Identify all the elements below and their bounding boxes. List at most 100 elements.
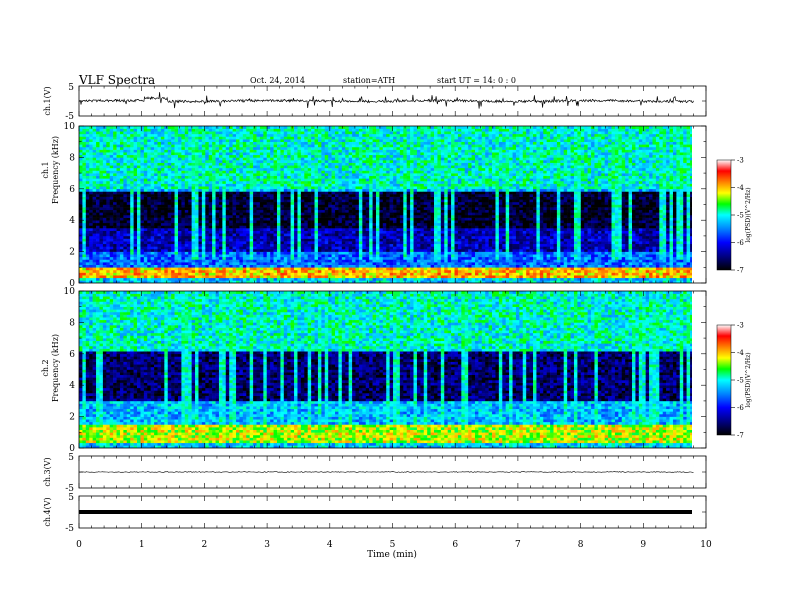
ch1-spec-cell bbox=[355, 225, 360, 229]
ch1-spec-cell bbox=[266, 162, 271, 166]
ch1-spec-cell bbox=[171, 217, 175, 221]
ch1-spec-cell bbox=[297, 277, 302, 281]
ch1-spec-cell bbox=[198, 183, 203, 187]
ch1-spec-cell bbox=[236, 133, 240, 137]
ch1-spec-cell bbox=[92, 214, 97, 218]
ch1-spec-cell bbox=[171, 256, 175, 260]
ch1-spec-cell bbox=[195, 217, 199, 221]
ch1-spec-cell bbox=[273, 141, 278, 145]
ch1-spec-cell bbox=[157, 241, 162, 245]
ch1-spec-cell bbox=[208, 162, 213, 166]
ch1-spec-cell bbox=[137, 173, 141, 177]
ch1-spec-cell bbox=[304, 220, 309, 224]
ch1-spec-cell bbox=[300, 222, 305, 226]
ch1-spec-cell bbox=[355, 201, 360, 205]
ch1-spec-cell bbox=[205, 243, 210, 247]
ch1-spec-cell bbox=[102, 180, 107, 184]
ch1-spec-cell bbox=[99, 199, 104, 203]
ch1-spec-cell bbox=[222, 230, 227, 234]
ch1-spec-cell bbox=[147, 212, 151, 216]
ch1-spec-cell bbox=[188, 254, 192, 258]
ch1-spec-cell bbox=[195, 128, 199, 132]
ch1-spec-cell bbox=[205, 233, 210, 237]
ch1-spec-cell bbox=[171, 141, 175, 145]
ch1-spec-cell bbox=[290, 277, 295, 281]
ch1-spec-cell bbox=[154, 157, 158, 161]
ch1-spec-cell bbox=[294, 233, 298, 237]
ch1-spec-cell bbox=[133, 180, 138, 184]
ch1-spec-cell bbox=[82, 254, 87, 258]
ch1-spec-cell bbox=[198, 272, 203, 276]
ch1-spec-cell bbox=[311, 214, 315, 218]
ch1-spec-cell bbox=[89, 191, 93, 195]
ch1-spec-cell bbox=[256, 178, 261, 182]
ch1-spec-cell bbox=[345, 167, 349, 171]
ch1-spec-cell bbox=[304, 194, 309, 197]
ch1-spec-cell bbox=[358, 214, 363, 218]
ch1-spec-cell bbox=[167, 186, 172, 190]
ch1-spec-cell bbox=[341, 154, 346, 158]
ch1-spec-cell bbox=[270, 209, 274, 213]
ch1-spec-cell bbox=[314, 225, 319, 229]
ch1-spec-cell bbox=[287, 277, 291, 281]
ch1-spec-cell bbox=[294, 269, 298, 273]
ch1-spec-cell bbox=[331, 194, 336, 197]
ch1-spec-cell bbox=[218, 154, 223, 158]
ch1-spec-cell bbox=[99, 275, 104, 279]
ch1-spec-cell bbox=[184, 222, 189, 226]
ch1-spec-cell bbox=[314, 136, 319, 140]
ch1-spec-cell bbox=[143, 259, 148, 263]
ch1-spec-cell bbox=[178, 209, 182, 213]
ch1-spec-cell bbox=[96, 186, 100, 190]
ch1-spec-cell bbox=[89, 262, 93, 265]
ch1-spec-cell bbox=[324, 162, 329, 166]
ch1-spec-cell bbox=[314, 207, 319, 211]
ch1-spec-cell bbox=[184, 152, 189, 156]
ch1-spec-cell bbox=[341, 222, 346, 226]
ch1-spec-cell bbox=[150, 191, 155, 195]
ch1-spec-cell bbox=[321, 267, 326, 271]
ch1-spec-cell bbox=[297, 204, 302, 208]
ch1-spec-cell bbox=[328, 275, 332, 279]
ch1-spec-cell bbox=[109, 141, 114, 145]
ch1-spec-cell bbox=[304, 241, 309, 245]
ch1-spec-cell bbox=[338, 204, 343, 208]
ch1-spec-cell bbox=[106, 256, 111, 260]
ch1-spec-cell bbox=[300, 233, 305, 237]
ch1-spec-cell bbox=[99, 133, 104, 137]
ch1-spec-cell bbox=[222, 136, 227, 140]
ch1-spec-cell bbox=[195, 175, 199, 179]
ch1-spec-cell bbox=[215, 220, 220, 224]
ch1-spec-cell bbox=[102, 167, 107, 171]
ch1-spec-cell bbox=[85, 254, 90, 258]
ch1-spec-cell bbox=[266, 157, 271, 161]
ch1-spec-cell bbox=[290, 264, 295, 268]
ch1-spec-cell bbox=[242, 136, 247, 140]
ch1-spec-cell bbox=[106, 235, 111, 239]
ch1-spec-cell bbox=[345, 228, 349, 231]
ch1-spec-cell bbox=[276, 230, 281, 234]
ch1-spec-cell bbox=[181, 157, 186, 161]
ch1-spec-cell bbox=[290, 162, 295, 166]
ch1-spec-cell bbox=[242, 264, 247, 268]
ch1-spec-cell bbox=[331, 272, 336, 276]
ch1-spec-cell bbox=[352, 165, 356, 169]
ch1-spec-cell bbox=[198, 267, 203, 271]
ch1-spec-cell bbox=[304, 131, 309, 135]
ch1-spec-cell bbox=[266, 204, 271, 208]
ch1-spec-cell bbox=[331, 241, 336, 245]
ch1-spec-cell bbox=[106, 280, 111, 283]
ch1-spec-cell bbox=[147, 220, 151, 224]
ch1-spec-cell bbox=[191, 209, 196, 213]
ch1-spec-cell bbox=[147, 259, 151, 263]
ch1-spec-cell bbox=[198, 133, 203, 137]
ch1-spec-cell bbox=[222, 170, 227, 174]
ch1-spec-cell bbox=[130, 246, 134, 250]
ch1-spec-cell bbox=[164, 269, 169, 273]
ch1-spec-cell bbox=[137, 267, 141, 271]
ch1-spec-cell bbox=[331, 173, 336, 177]
ch1-spec-cell bbox=[335, 269, 339, 273]
ch1-spec-cell bbox=[133, 214, 138, 218]
ch1-spec-cell bbox=[304, 248, 309, 252]
ch1-spec-cell bbox=[106, 201, 111, 205]
